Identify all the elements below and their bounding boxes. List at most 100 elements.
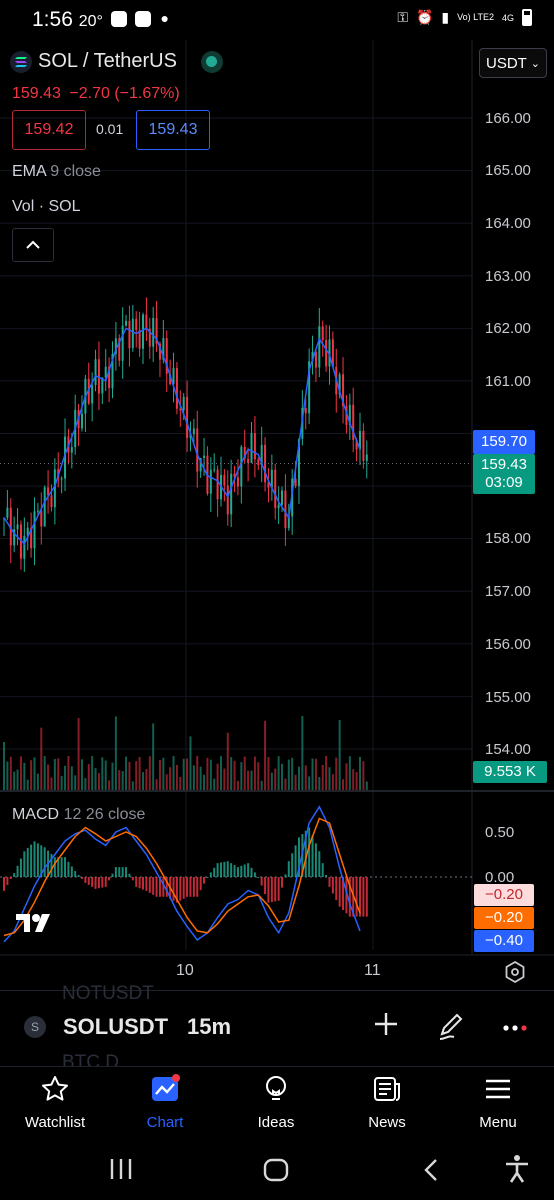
candle-body	[172, 367, 175, 385]
interval-button[interactable]: 15m	[187, 1014, 232, 1039]
macd-histogram-bar	[70, 866, 73, 877]
volume-bar	[16, 769, 19, 790]
nav-chart[interactable]: Chart	[115, 1074, 215, 1131]
macd-histogram-bar	[287, 861, 290, 877]
price-chart[interactable]	[0, 0, 554, 990]
macd-histogram-bar	[270, 877, 273, 903]
news-icon	[374, 1077, 400, 1101]
buy-button[interactable]: 159.43	[136, 110, 210, 150]
back-icon[interactable]	[422, 1158, 440, 1182]
candle-body	[60, 478, 63, 480]
candle-body	[365, 454, 368, 461]
candle-body	[236, 477, 239, 487]
macd-histogram-bar	[3, 877, 5, 891]
menu-icon	[486, 1079, 510, 1099]
candle-body	[250, 433, 253, 463]
volume-bar	[192, 765, 195, 790]
macd-histogram-bar	[165, 877, 168, 897]
nav-menu[interactable]: Menu	[448, 1074, 548, 1131]
macd-histogram-bar	[158, 877, 161, 897]
price-axis-label: 162.00	[485, 320, 531, 337]
volume-bar	[281, 763, 284, 790]
macd-histogram-bar	[233, 865, 236, 877]
home-icon[interactable]	[263, 1158, 289, 1182]
chart-settings-icon[interactable]	[503, 960, 527, 984]
candle-body	[216, 469, 219, 500]
macd-histogram-bar	[206, 877, 209, 878]
volume-bar	[97, 773, 100, 790]
collapse-legend-button[interactable]	[12, 228, 54, 262]
candle-body	[70, 447, 73, 453]
macd-histogram-bar	[175, 877, 178, 903]
candle-body	[203, 455, 206, 458]
nav-ideas[interactable]: Ideas	[226, 1074, 326, 1131]
recent-apps-icon[interactable]	[108, 1158, 134, 1180]
android-navigation-bar	[0, 1136, 554, 1200]
previous-symbol-ghost: NOTUSDT	[62, 983, 154, 1004]
volume-bar	[213, 778, 216, 790]
candle-body	[328, 339, 331, 367]
candle-body	[138, 330, 141, 349]
macd-histogram-bar	[236, 867, 239, 877]
volume-bar	[196, 756, 199, 790]
macd-histogram-bar	[297, 837, 300, 877]
volume-bar	[13, 771, 16, 790]
nav-news[interactable]: News	[337, 1074, 437, 1131]
macd-histogram-bar	[152, 877, 155, 895]
volume-bar	[101, 757, 104, 790]
candle-body	[247, 458, 250, 463]
candle-body	[50, 495, 53, 508]
macd-histogram-bar	[6, 877, 9, 885]
macd-histogram-bar	[362, 877, 365, 917]
volume-bar	[325, 756, 328, 790]
candle-body	[162, 338, 165, 360]
macd-axis-label: 0.50	[485, 824, 515, 841]
star-icon	[42, 1076, 68, 1101]
volume-bar	[179, 776, 182, 790]
more-options-button[interactable]	[502, 1014, 528, 1045]
symbol-header[interactable]: SOL / TetherUS	[10, 50, 223, 73]
candle-body	[199, 457, 202, 472]
candle-body	[16, 524, 19, 530]
candle-body	[209, 469, 212, 494]
network-type-label: Vo) LTE2	[457, 12, 494, 22]
price-axis-label: 165.00	[485, 162, 531, 179]
currency-select[interactable]: USDT ⌄	[479, 48, 547, 78]
sell-button[interactable]: 159.42	[12, 110, 86, 150]
symbol-title[interactable]: SOL / TetherUS	[38, 50, 177, 72]
volume-bar	[348, 756, 351, 790]
ema-legend[interactable]: EMA 9 close	[12, 163, 101, 181]
price-change-percent: (−1.67%)	[114, 85, 180, 102]
macd-histogram-bar	[172, 877, 175, 901]
nav-label: Menu	[479, 1114, 517, 1131]
accessibility-icon[interactable]	[504, 1154, 530, 1184]
macd-histogram-bar	[199, 877, 202, 891]
macd-histogram-bar	[325, 875, 328, 877]
volume-bar	[152, 723, 155, 790]
volume-bar	[277, 756, 280, 790]
add-indicator-button[interactable]	[372, 1010, 400, 1043]
macd-histogram-bar	[223, 861, 226, 877]
macd-legend[interactable]: MACD 12 26 close	[12, 806, 145, 824]
volume-bar	[257, 762, 260, 790]
candle-body	[23, 535, 26, 559]
volume-legend[interactable]: Vol · SOL	[12, 198, 81, 215]
candle-body	[362, 430, 365, 461]
symbol-search-button[interactable]: SOLUSDT	[63, 1014, 169, 1039]
drawing-tools-button[interactable]	[436, 1010, 468, 1047]
nav-watchlist[interactable]: Watchlist	[5, 1074, 105, 1131]
candle-body	[165, 338, 168, 374]
macd-histogram-bar	[26, 847, 29, 877]
macd-histogram-bar	[247, 863, 250, 877]
volume-bar	[118, 770, 121, 790]
macd-histogram-bar	[335, 877, 338, 901]
volume-bar	[155, 779, 158, 790]
volume-bar	[3, 742, 5, 790]
volume-bar	[274, 768, 277, 790]
ema-line	[3, 327, 361, 546]
macd-histogram-bar	[135, 877, 138, 887]
volume-bar	[26, 779, 29, 790]
last-price-tag-value: 159.43	[481, 456, 527, 473]
volume-bar	[335, 757, 338, 790]
candle-body	[169, 373, 172, 385]
